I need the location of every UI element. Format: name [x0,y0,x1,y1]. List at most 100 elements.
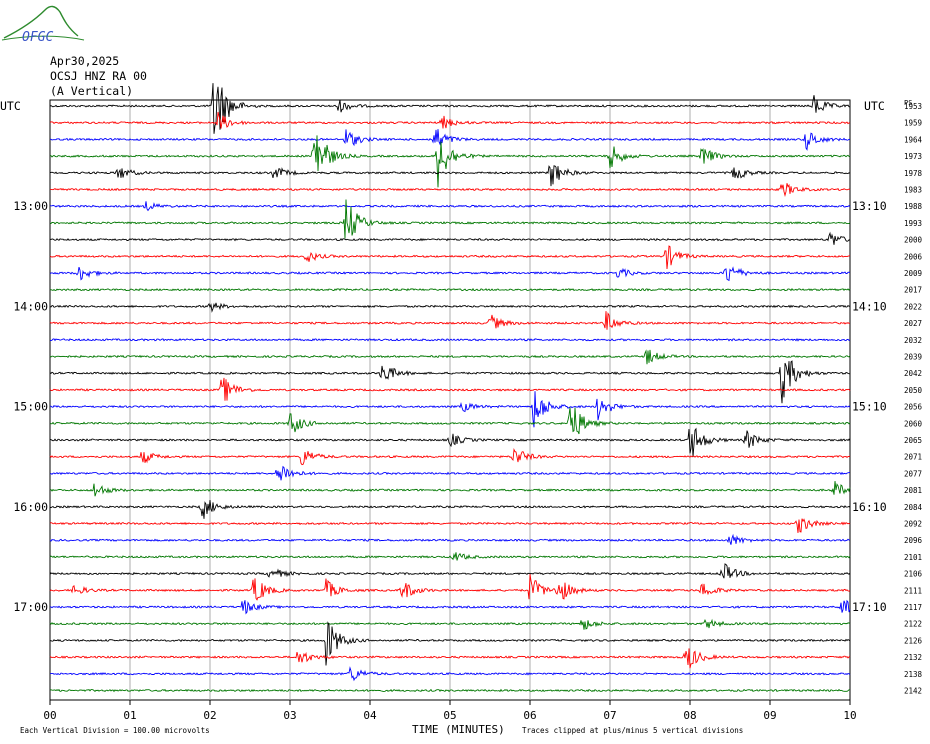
x-tick-label: 03 [283,709,296,722]
x-axis-ticks: 00 01 02 03 04 05 06 07 08 09 10 [43,700,857,722]
left-time-label: 16:00 [13,500,48,514]
trace-row-26 [49,533,850,545]
row-label: 2071 [904,453,922,462]
trace-row-4 [49,165,851,187]
logo-text: OFGC [22,30,53,45]
x-tick-label: 02 [203,709,216,722]
row-label: 1978 [904,169,923,178]
trace-row-34 [49,666,851,682]
x-tick-label: 04 [363,709,377,722]
row-label: 1983 [904,186,922,195]
left-axis-title: UTC [0,99,21,113]
trace-row-32 [49,621,851,666]
row-label: 2101 [904,553,922,562]
clip-note: Traces clipped at plus/minus 5 vertical … [522,726,743,735]
pst-header: PS [904,99,912,107]
right-time-labels: 13:10 14:10 15:10 16:10 17:10 [852,199,887,614]
row-label: 2050 [904,386,923,395]
trace-row-21 [49,447,851,466]
vertical-gridlines [129,100,771,700]
trace-row-5 [49,183,851,198]
trace-row-28 [49,563,851,579]
right-time-label: 17:10 [852,600,887,614]
row-label: 2132 [904,653,922,662]
x-tick-label: 09 [763,709,776,722]
trace-row-22 [49,465,850,481]
trace-row-15 [49,349,851,365]
trace-row-10 [49,266,851,282]
seismogram-traces [49,83,851,693]
row-label: 2122 [904,620,922,629]
trace-row-8 [49,231,851,245]
row-label: 2106 [904,570,923,579]
row-label: 2056 [904,403,923,412]
trace-row-20 [49,427,851,458]
row-label: 2138 [904,670,923,679]
right-time-label: 16:10 [852,500,887,514]
trace-row-25 [49,518,851,533]
row-label: 2126 [904,636,923,645]
right-time-label: 13:10 [852,199,887,213]
row-label: 2006 [904,252,923,261]
trace-row-31 [49,618,851,630]
trace-row-14 [49,337,851,342]
x-tick-label: 10 [843,709,856,722]
trace-row-29 [49,574,851,601]
ofgc-logo: OFGC [1,5,85,45]
row-label: 2000 [904,236,923,245]
row-label: 2032 [904,336,922,345]
row-label: 2096 [904,536,923,545]
row-label: 2017 [904,286,922,295]
station-label: OCSJ HNZ RA 00 [50,69,147,83]
row-label: 2027 [904,319,922,328]
trace-row-13 [49,311,851,330]
left-time-label: 17:00 [13,600,48,614]
logo-underline [1,35,85,41]
trace-row-23 [49,481,851,497]
trace-row-12 [49,302,851,313]
scale-note: Each Vertical Division = 100.00 microvol… [20,726,210,735]
row-label: 2060 [904,419,923,428]
trace-row-18 [50,391,851,428]
trace-row-11 [49,287,851,292]
x-tick-label: 06 [523,709,536,722]
row-label: 2042 [904,369,922,378]
row-label: 2077 [904,469,922,478]
trace-row-3 [49,135,851,188]
row-label: 2065 [904,436,922,445]
row-label: 2009 [904,269,922,278]
x-tick-label: 01 [123,709,136,722]
left-time-label: 15:00 [13,400,48,414]
trace-row-9 [49,245,851,270]
right-time-label: 14:10 [852,299,887,313]
row-label: 2022 [904,302,922,311]
trace-row-7 [49,199,851,239]
x-tick-label: 07 [603,709,616,722]
row-label: 1973 [904,152,922,161]
trace-row-2 [49,129,851,151]
date-label: Apr30,2025 [50,54,119,68]
row-label: 2039 [904,353,922,362]
trace-row-27 [49,552,851,561]
row-label: 1959 [904,119,922,128]
row-label: 1964 [904,135,923,144]
right-row-labels: 1953 1959 1964 1973 1978 1983 1988 1993 2000 2006… [904,102,923,696]
x-tick-label: 08 [683,709,696,722]
trace-row-19 [49,407,851,435]
left-time-labels: 13:00 14:00 15:00 16:00 17:00 [13,199,48,614]
row-label: 2117 [904,603,922,612]
trace-row-6 [49,201,851,212]
x-tick-label: 05 [443,709,456,722]
trace-row-24 [49,500,851,519]
component-label: (A Vertical) [50,84,133,98]
trace-row-17 [49,377,851,401]
trace-row-16 [49,360,851,404]
row-label: 2084 [904,503,923,512]
row-label: 1993 [904,219,922,228]
row-label: 2081 [904,486,922,495]
right-time-label: 15:10 [852,400,887,414]
right-axis-title: UTC [864,99,885,113]
trace-row-35 [49,688,850,693]
row-label: 2111 [904,586,922,595]
